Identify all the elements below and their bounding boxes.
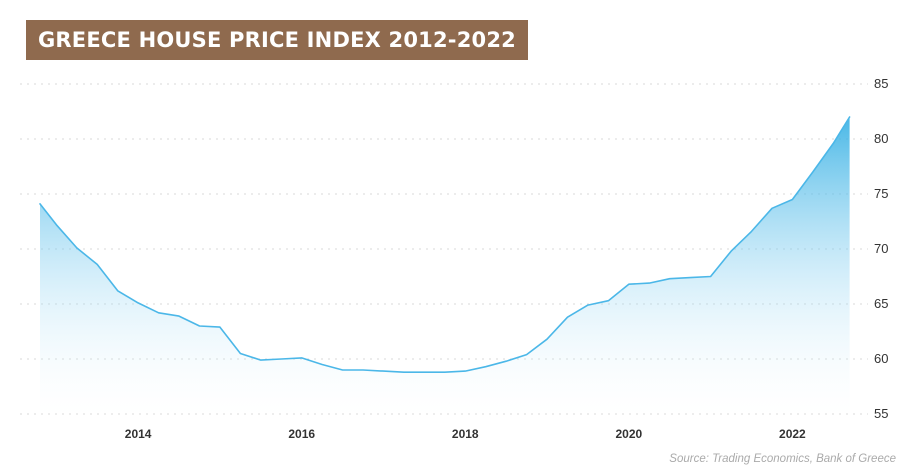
data-point: [566, 316, 569, 319]
data-point: [484, 365, 487, 368]
y-tick-label: 60: [874, 351, 888, 366]
data-point: [607, 299, 610, 302]
data-point: [259, 359, 262, 362]
data-point: [137, 301, 140, 304]
data-point: [178, 315, 181, 318]
series-area: [40, 117, 850, 418]
y-tick-label: 85: [874, 76, 888, 91]
x-tick-label: 2014: [125, 427, 152, 441]
data-point: [586, 304, 589, 307]
data-point: [300, 356, 303, 359]
data-point: [218, 326, 221, 329]
data-point: [648, 282, 651, 285]
data-point: [341, 369, 344, 372]
source-note: Source: Trading Economics, Bank of Greec…: [669, 453, 896, 465]
data-point: [157, 311, 160, 314]
data-point: [750, 230, 753, 233]
x-axis-ticks: 2014 2016 2018 2020 2022: [125, 427, 806, 441]
data-point: [321, 363, 324, 366]
area-fill: [40, 117, 850, 418]
x-tick-label: 2018: [452, 427, 479, 441]
data-point: [689, 276, 692, 279]
data-point: [525, 353, 528, 356]
data-point: [464, 370, 467, 373]
y-tick-label: 75: [874, 186, 888, 201]
series-line-path: [39, 116, 851, 373]
x-tick-label: 2022: [779, 427, 806, 441]
data-point: [96, 263, 99, 266]
data-point: [402, 371, 405, 374]
data-point: [75, 246, 78, 249]
data-point: [55, 223, 58, 226]
data-point: [39, 202, 42, 205]
data-point: [709, 275, 712, 278]
y-tick-label: 65: [874, 296, 888, 311]
data-point: [730, 250, 733, 253]
data-point: [627, 283, 630, 286]
data-point: [832, 142, 835, 145]
data-point: [423, 371, 426, 374]
x-tick-label: 2020: [615, 427, 642, 441]
data-point: [848, 116, 851, 119]
data-point: [362, 369, 365, 372]
data-point: [771, 207, 774, 210]
data-point: [791, 198, 794, 201]
data-point: [443, 371, 446, 374]
data-point: [668, 277, 671, 280]
chart-title: GREECE HOUSE PRICE INDEX 2012-2022: [26, 20, 528, 60]
data-point: [382, 370, 385, 373]
y-tick-label: 70: [874, 241, 888, 256]
data-point: [546, 338, 549, 341]
data-point: [239, 352, 242, 355]
data-point: [811, 171, 814, 174]
data-point: [198, 325, 201, 328]
data-point: [280, 358, 283, 361]
data-point: [116, 289, 119, 292]
series-line: [39, 116, 851, 374]
y-tick-label: 80: [874, 131, 888, 146]
y-axis-ticks: 55 60 65 70 75 80 85: [874, 76, 888, 421]
y-tick-label: 55: [874, 406, 888, 421]
x-tick-label: 2016: [288, 427, 315, 441]
data-point: [505, 360, 508, 363]
